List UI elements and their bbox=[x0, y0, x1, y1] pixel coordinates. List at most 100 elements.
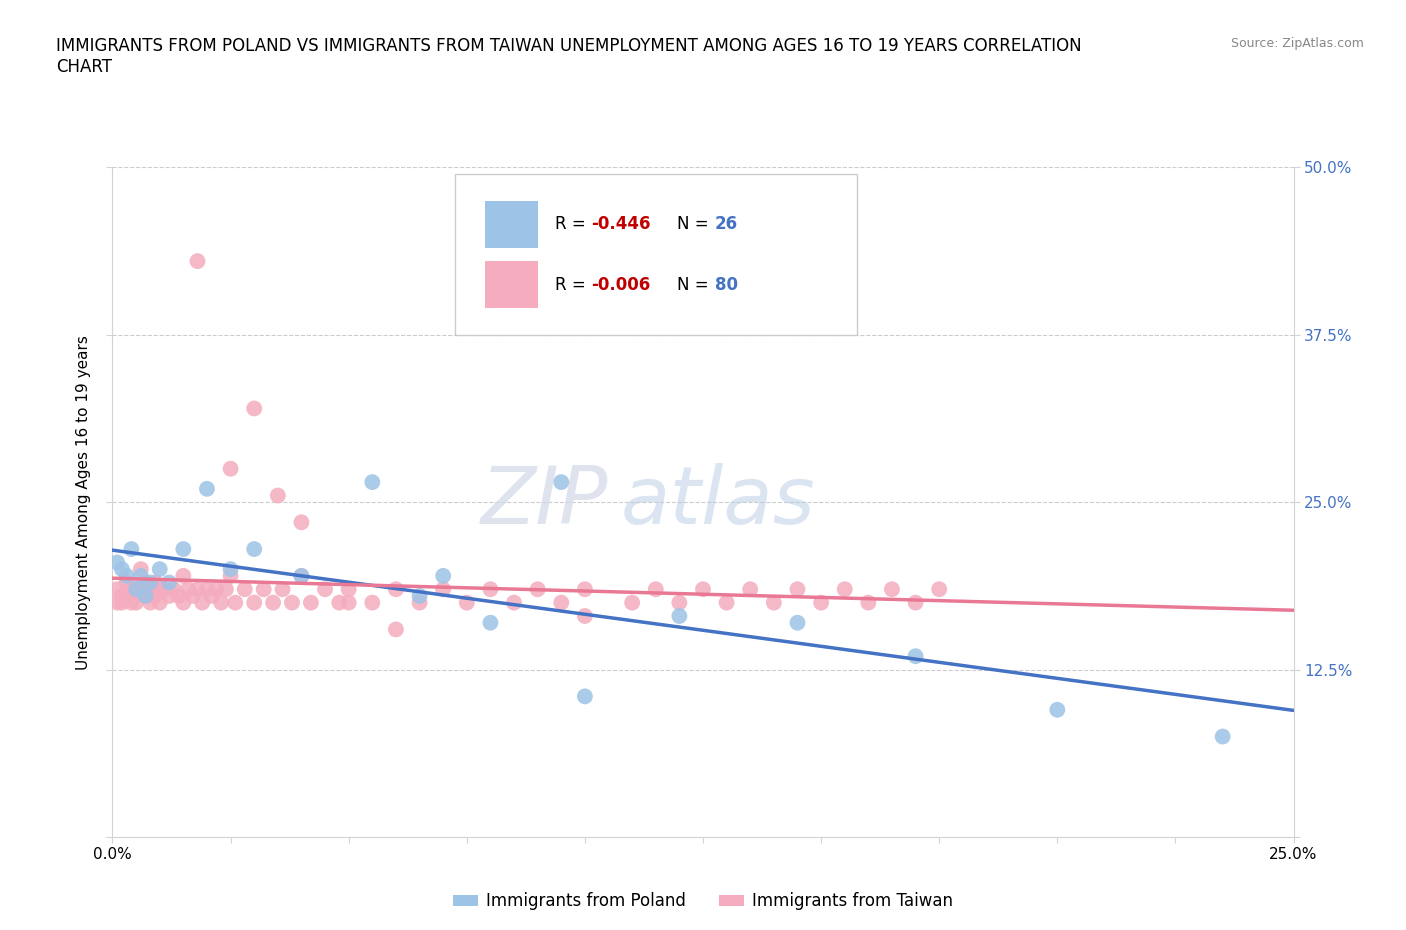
Text: -0.006: -0.006 bbox=[591, 275, 650, 294]
Point bbox=[574, 689, 596, 704]
Text: IMMIGRANTS FROM POLAND VS IMMIGRANTS FROM TAIWAN UNEMPLOYMENT AMONG AGES 16 TO 1: IMMIGRANTS FROM POLAND VS IMMIGRANTS FRO… bbox=[56, 37, 1081, 76]
Point bbox=[209, 595, 232, 610]
Point bbox=[186, 582, 208, 597]
Point bbox=[149, 582, 172, 597]
Point bbox=[479, 616, 502, 631]
Point bbox=[205, 582, 228, 597]
Point bbox=[834, 582, 856, 597]
Point bbox=[125, 582, 148, 597]
Text: Source: ZipAtlas.com: Source: ZipAtlas.com bbox=[1230, 37, 1364, 50]
Point bbox=[215, 582, 238, 597]
Point bbox=[157, 589, 180, 604]
Point bbox=[716, 595, 738, 610]
Point bbox=[167, 589, 190, 604]
Point bbox=[120, 541, 142, 556]
Point bbox=[125, 595, 148, 610]
Point bbox=[810, 595, 832, 610]
Point bbox=[111, 562, 134, 577]
Point bbox=[408, 589, 430, 604]
Text: -0.446: -0.446 bbox=[591, 216, 651, 233]
Point bbox=[432, 568, 454, 583]
Point bbox=[243, 401, 266, 416]
Point bbox=[904, 649, 927, 664]
Point bbox=[644, 582, 666, 597]
Point bbox=[740, 582, 762, 597]
Point bbox=[219, 461, 242, 476]
Point bbox=[1046, 702, 1069, 717]
Point bbox=[105, 582, 128, 597]
Point bbox=[172, 541, 194, 556]
Point bbox=[139, 595, 162, 610]
FancyBboxPatch shape bbox=[456, 174, 856, 335]
Point bbox=[191, 595, 214, 610]
Point bbox=[337, 582, 360, 597]
Point bbox=[267, 488, 290, 503]
Text: N =: N = bbox=[678, 216, 714, 233]
Point bbox=[408, 595, 430, 610]
Point bbox=[111, 589, 134, 604]
Text: ZIP: ZIP bbox=[481, 463, 609, 541]
Point bbox=[880, 582, 903, 597]
Point bbox=[337, 595, 360, 610]
Point bbox=[186, 254, 208, 269]
Point bbox=[177, 582, 200, 597]
Point bbox=[904, 595, 927, 610]
Point bbox=[503, 595, 526, 610]
Point bbox=[115, 568, 138, 583]
Text: atlas: atlas bbox=[620, 463, 815, 541]
Point bbox=[668, 595, 690, 610]
Text: N =: N = bbox=[678, 275, 714, 294]
Bar bbox=[485, 201, 537, 247]
Point bbox=[163, 582, 186, 597]
Point bbox=[172, 595, 194, 610]
Point bbox=[692, 582, 714, 597]
Point bbox=[456, 595, 478, 610]
Point bbox=[314, 582, 336, 597]
Point bbox=[361, 474, 384, 489]
Point bbox=[1212, 729, 1234, 744]
Point bbox=[290, 568, 312, 583]
Text: R =: R = bbox=[555, 216, 592, 233]
Point bbox=[120, 595, 142, 610]
Point bbox=[786, 616, 808, 631]
Point bbox=[361, 595, 384, 610]
Point bbox=[290, 515, 312, 530]
Point bbox=[224, 595, 246, 610]
Point bbox=[139, 575, 162, 590]
Point bbox=[115, 575, 138, 590]
Point bbox=[299, 595, 322, 610]
Point bbox=[479, 582, 502, 597]
Point bbox=[385, 582, 408, 597]
Point bbox=[786, 582, 808, 597]
Bar bbox=[485, 261, 537, 308]
Point bbox=[149, 595, 172, 610]
Point bbox=[858, 595, 880, 610]
Point bbox=[143, 575, 166, 590]
Point bbox=[120, 582, 142, 597]
Point bbox=[157, 575, 180, 590]
Point bbox=[432, 582, 454, 597]
Point bbox=[111, 595, 134, 610]
Point bbox=[550, 595, 572, 610]
Text: 80: 80 bbox=[714, 275, 738, 294]
Point bbox=[181, 589, 204, 604]
Point bbox=[139, 582, 162, 597]
Point bbox=[125, 582, 148, 597]
Point bbox=[290, 568, 312, 583]
Point bbox=[172, 568, 194, 583]
Point bbox=[195, 482, 218, 497]
Point bbox=[135, 589, 157, 604]
Point bbox=[233, 582, 256, 597]
Point bbox=[105, 595, 128, 610]
Point bbox=[135, 575, 157, 590]
Point bbox=[243, 541, 266, 556]
Point bbox=[526, 582, 548, 597]
Y-axis label: Unemployment Among Ages 16 to 19 years: Unemployment Among Ages 16 to 19 years bbox=[76, 335, 91, 670]
Point bbox=[928, 582, 950, 597]
Text: 26: 26 bbox=[714, 216, 738, 233]
Point bbox=[328, 595, 350, 610]
Point bbox=[550, 474, 572, 489]
Point bbox=[115, 589, 138, 604]
Point bbox=[762, 595, 785, 610]
Point bbox=[574, 582, 596, 597]
